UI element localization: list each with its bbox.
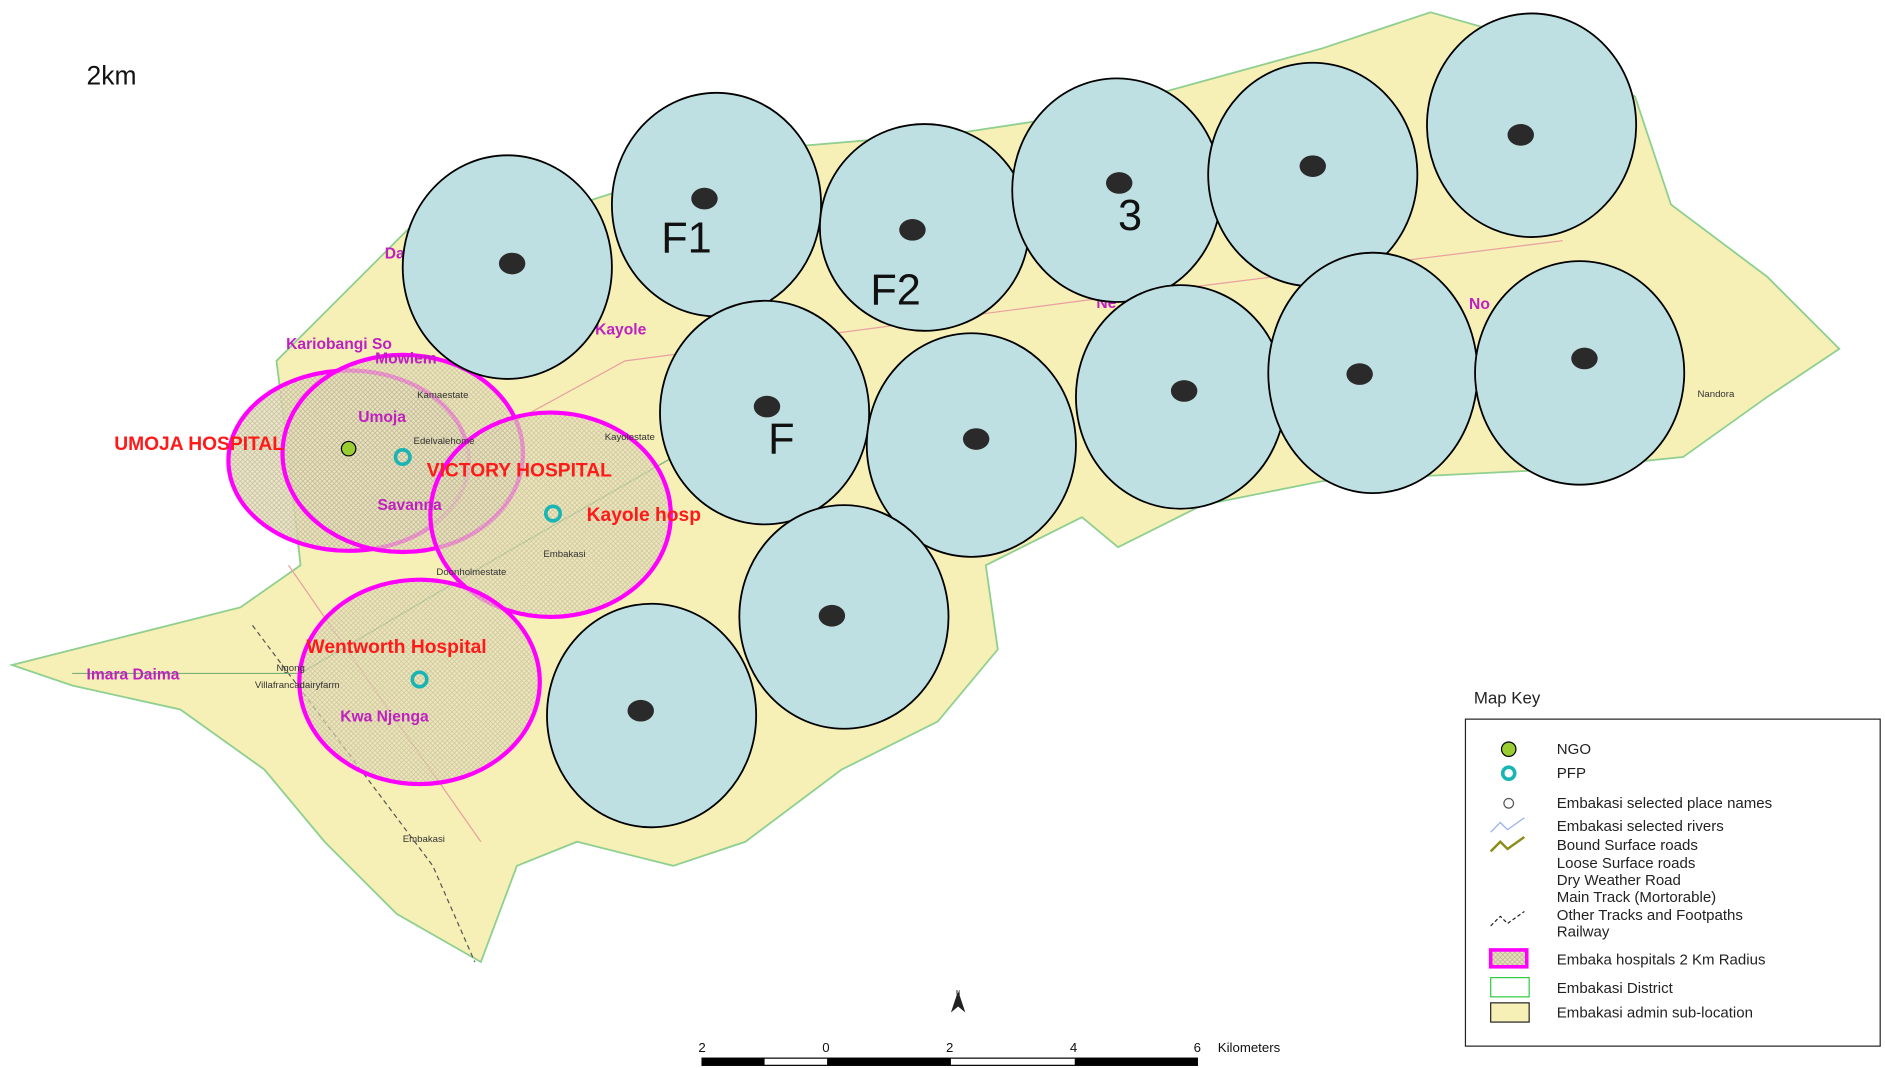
key-item: Other Tracks and Footpaths xyxy=(1557,907,1743,924)
small-place: Embakasi xyxy=(543,549,585,560)
scale-tick-label: 2 xyxy=(698,1040,705,1055)
place-label: Umoja xyxy=(358,409,406,426)
zone-circle xyxy=(611,91,822,318)
scale-bar: 2 0 2 4 6 Kilometers xyxy=(698,1040,1281,1066)
key-item: Loose Surface roads xyxy=(1557,855,1696,872)
zone-label: F2 xyxy=(870,266,921,314)
scale-unit: Kilometers xyxy=(1218,1040,1281,1055)
small-place: Kayolestate xyxy=(605,432,655,443)
key-symbol xyxy=(1490,976,1530,998)
key-symbol xyxy=(1490,817,1525,833)
zone-dot xyxy=(691,187,718,210)
small-place: Ngong xyxy=(276,663,304,674)
hospital-label: UMOJA HOSPITAL xyxy=(114,434,284,455)
radius-circle xyxy=(428,410,673,620)
scale-note: 2km xyxy=(87,60,137,90)
key-symbol xyxy=(1489,835,1526,853)
map-key: Map Key NGO PFP Embakasi selected place … xyxy=(1464,689,1881,1047)
pfp-icon xyxy=(393,448,412,467)
scale-tick-label: 2 xyxy=(946,1040,953,1055)
zone-dot xyxy=(1346,363,1373,385)
small-place: Doonholmestate xyxy=(436,567,506,578)
zone-dot xyxy=(1170,380,1198,402)
key-item: Main Track (Mortorable) xyxy=(1557,889,1716,906)
small-place: Kamaestate xyxy=(417,390,468,401)
ngo-icon xyxy=(340,440,357,457)
north-label: N xyxy=(956,990,960,996)
small-place: Edelvalehome xyxy=(414,436,475,447)
place-label: Kwa Njenga xyxy=(340,709,429,726)
pfp-icon xyxy=(543,504,563,523)
zone-circle xyxy=(1474,260,1686,486)
key-title: Map Key xyxy=(1474,689,1541,708)
key-item: Bound Surface roads xyxy=(1557,837,1698,854)
zone-dot xyxy=(1299,155,1326,177)
key-item: Embakasi District xyxy=(1557,980,1674,997)
zone-label: F1 xyxy=(661,215,712,263)
place-label: Imara Daima xyxy=(87,666,180,683)
radius-circle xyxy=(297,577,542,787)
key-item: Embaka hospitals 2 Km Radius xyxy=(1557,951,1766,968)
place-label: Kayole xyxy=(595,321,647,338)
key-item: PFP xyxy=(1557,765,1586,782)
zone-label: F xyxy=(768,415,794,463)
key-item: Railway xyxy=(1557,924,1610,941)
zone-circle xyxy=(1426,12,1638,238)
hospital-label: VICTORY HOSPITAL xyxy=(427,460,612,481)
zone-dot xyxy=(1105,172,1133,194)
zone-dot xyxy=(498,252,526,275)
scale-tick-label: 4 xyxy=(1070,1040,1077,1055)
small-place: Villafrancadairyfarm xyxy=(255,680,340,691)
key-item: Embakasi admin sub-location xyxy=(1557,1004,1753,1021)
zone-dot xyxy=(627,699,654,722)
pfp-icon xyxy=(410,670,429,689)
key-item: Embakasi selected rivers xyxy=(1557,818,1724,835)
north-arrow: N xyxy=(950,990,966,1013)
zone-circle xyxy=(1267,251,1479,495)
place-label: Da xyxy=(385,246,405,263)
key-symbol xyxy=(1490,910,1525,927)
key-symbol xyxy=(1503,797,1515,809)
zone-dot xyxy=(899,219,926,241)
key-symbol xyxy=(1490,1002,1530,1023)
small-place: Nandora xyxy=(1697,389,1735,400)
zone-dot xyxy=(753,395,781,418)
scale-tick-label: 6 xyxy=(1194,1040,1201,1055)
hospital-label: Kayole hosp xyxy=(587,505,701,526)
key-item: Embakasi selected place names xyxy=(1557,795,1772,812)
key-symbol xyxy=(1488,948,1529,969)
scale-tick-label: 0 xyxy=(822,1040,829,1055)
zone-centers xyxy=(498,124,1598,722)
place-label: Kariobangi So xyxy=(286,336,392,353)
key-item: Dry Weather Road xyxy=(1557,872,1681,889)
hospital-label: Wentworth Hospital xyxy=(307,637,487,658)
place-label: No xyxy=(1469,296,1490,313)
zone-label: 3 xyxy=(1118,192,1142,240)
place-label: Savanna xyxy=(377,497,442,514)
zone-dot xyxy=(962,428,990,450)
zone-dot xyxy=(1507,124,1534,146)
zone-dot xyxy=(818,604,846,627)
hospital-radii xyxy=(226,352,673,787)
zone-dot xyxy=(1571,347,1598,370)
small-place: Embakasi xyxy=(403,834,445,845)
key-symbol xyxy=(1500,765,1517,782)
key-symbol xyxy=(1500,741,1517,758)
key-item: NGO xyxy=(1557,741,1591,758)
place-label: Mowlem xyxy=(375,350,437,367)
